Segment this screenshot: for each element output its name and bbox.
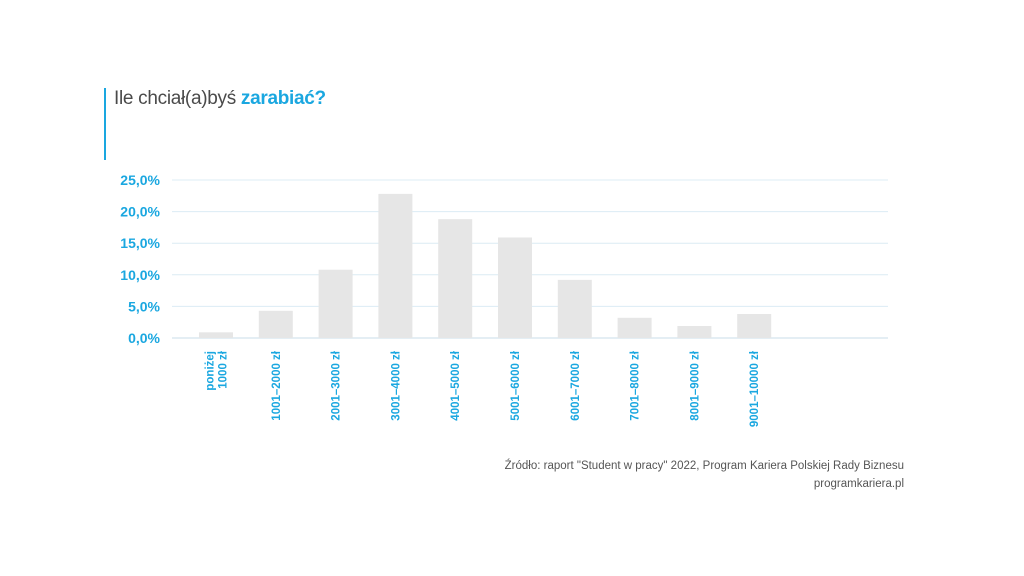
x-tick-label-line: 4001–5000 zł bbox=[450, 350, 462, 421]
x-tick-label-line: 2001–3000 zł bbox=[331, 350, 343, 421]
bar bbox=[677, 325, 712, 338]
chart-title: Ile chciał(a)byś zarabiać? bbox=[114, 88, 326, 110]
x-tick-label: 9001–10000 zł bbox=[749, 350, 761, 427]
bar bbox=[378, 193, 413, 338]
bar bbox=[617, 317, 652, 338]
x-tick-label: 1001–2000 zł bbox=[271, 350, 283, 421]
x-tick-label-line: 1001–2000 zł bbox=[271, 350, 283, 421]
source-line-2: programkariera.pl bbox=[813, 478, 904, 490]
x-tick-label-line: 1000 zł bbox=[218, 350, 230, 389]
bar bbox=[318, 269, 353, 338]
source-note: Źródło: raport "Student w pracy" 2022, P… bbox=[505, 457, 904, 493]
x-tick-label-line: 5001–6000 zł bbox=[510, 350, 522, 421]
title-highlight: zarabiać? bbox=[240, 88, 326, 109]
y-tick-label: 15,0% bbox=[120, 235, 160, 251]
y-tick-label: 20,0% bbox=[120, 204, 160, 220]
x-tick-label-line: 9001–10000 zł bbox=[749, 350, 761, 427]
source-line-1: Źródło: raport "Student w pracy" 2022, P… bbox=[504, 460, 904, 472]
bar bbox=[498, 237, 532, 338]
x-tick-label-line: 8001–9000 zł bbox=[689, 350, 701, 421]
title-prefix: Ile chciał(a)byś bbox=[114, 88, 241, 109]
x-tick-label: poniżej1000 zł bbox=[205, 350, 230, 390]
bar bbox=[737, 313, 772, 338]
y-tick-label: 25,0% bbox=[120, 172, 160, 188]
x-tick-label: 3001–4000 zł bbox=[390, 350, 402, 421]
title-accent-bar bbox=[104, 88, 106, 160]
x-tick-label: 8001–9000 zł bbox=[689, 350, 701, 421]
x-tick-label: 5001–6000 zł bbox=[510, 350, 522, 421]
x-tick-label: 4001–5000 zł bbox=[450, 350, 462, 421]
x-tick-label-line: poniżej bbox=[205, 351, 217, 391]
y-tick-label: 10,0% bbox=[120, 267, 160, 283]
bar bbox=[557, 279, 592, 338]
y-tick-label: 5,0% bbox=[128, 298, 160, 314]
x-tick-label: 7001–8000 zł bbox=[630, 350, 642, 421]
x-tick-label-line: 7001–8000 zł bbox=[630, 350, 642, 421]
x-tick-label: 6001–7000 zł bbox=[570, 350, 582, 421]
x-tick-label: 2001–3000 zł bbox=[331, 350, 343, 421]
x-tick-label-line: 6001–7000 zł bbox=[570, 350, 582, 421]
x-tick-label-line: 3001–4000 zł bbox=[390, 350, 402, 421]
bar bbox=[258, 310, 293, 338]
y-tick-label: 0,0% bbox=[128, 330, 160, 346]
bar bbox=[438, 219, 473, 338]
bar bbox=[199, 332, 233, 338]
